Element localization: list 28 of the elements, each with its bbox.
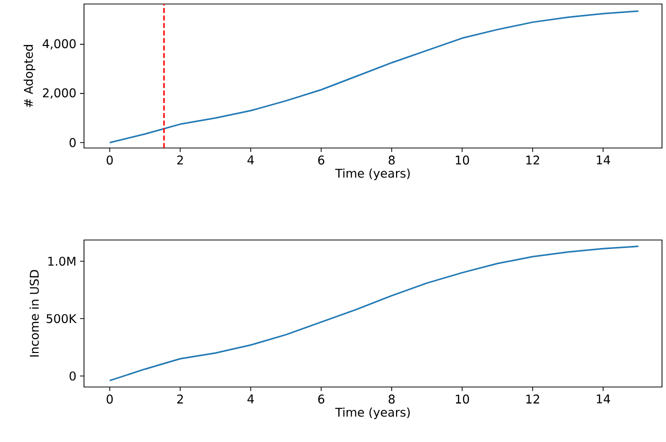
- y-tick-label: 4,000: [42, 39, 76, 50]
- x-tick-label: 4: [247, 156, 254, 164]
- x-tick-label: 2: [177, 394, 183, 404]
- x-tick-label: 10: [456, 156, 470, 165]
- x-tick-label: 6: [318, 394, 324, 404]
- y-axis-title: Income in USD: [30, 270, 39, 357]
- x-tick-label: 0: [106, 156, 113, 165]
- x-tick-label: 0: [106, 394, 113, 404]
- x-tick-label: 14: [596, 156, 610, 164]
- x-tick-label: 12: [526, 156, 540, 164]
- x-axis-title: Time (years): [335, 407, 410, 420]
- y-tick-label: 500K: [46, 314, 77, 324]
- y-tick-label: 1.0M: [48, 256, 76, 266]
- y-tick-label: 2,000: [42, 88, 76, 99]
- y-axis-title: # Adopted: [24, 45, 36, 108]
- x-axis-title: Time (years): [335, 168, 410, 180]
- line-series: [108, 10, 640, 144]
- y-tick-label: 0: [70, 138, 76, 148]
- x-tick-label: 14: [596, 394, 610, 404]
- x-tick-label: 8: [388, 394, 395, 404]
- x-tick-label: 6: [318, 156, 324, 165]
- y-tick-label: 0: [70, 371, 76, 381]
- x-tick-label: 12: [526, 394, 540, 404]
- x-tick-label: 4: [247, 394, 254, 404]
- x-tick-label: 2: [177, 156, 183, 164]
- line-series: [108, 246, 640, 382]
- x-tick-label: 10: [456, 394, 470, 404]
- x-tick-label: 8: [388, 156, 395, 165]
